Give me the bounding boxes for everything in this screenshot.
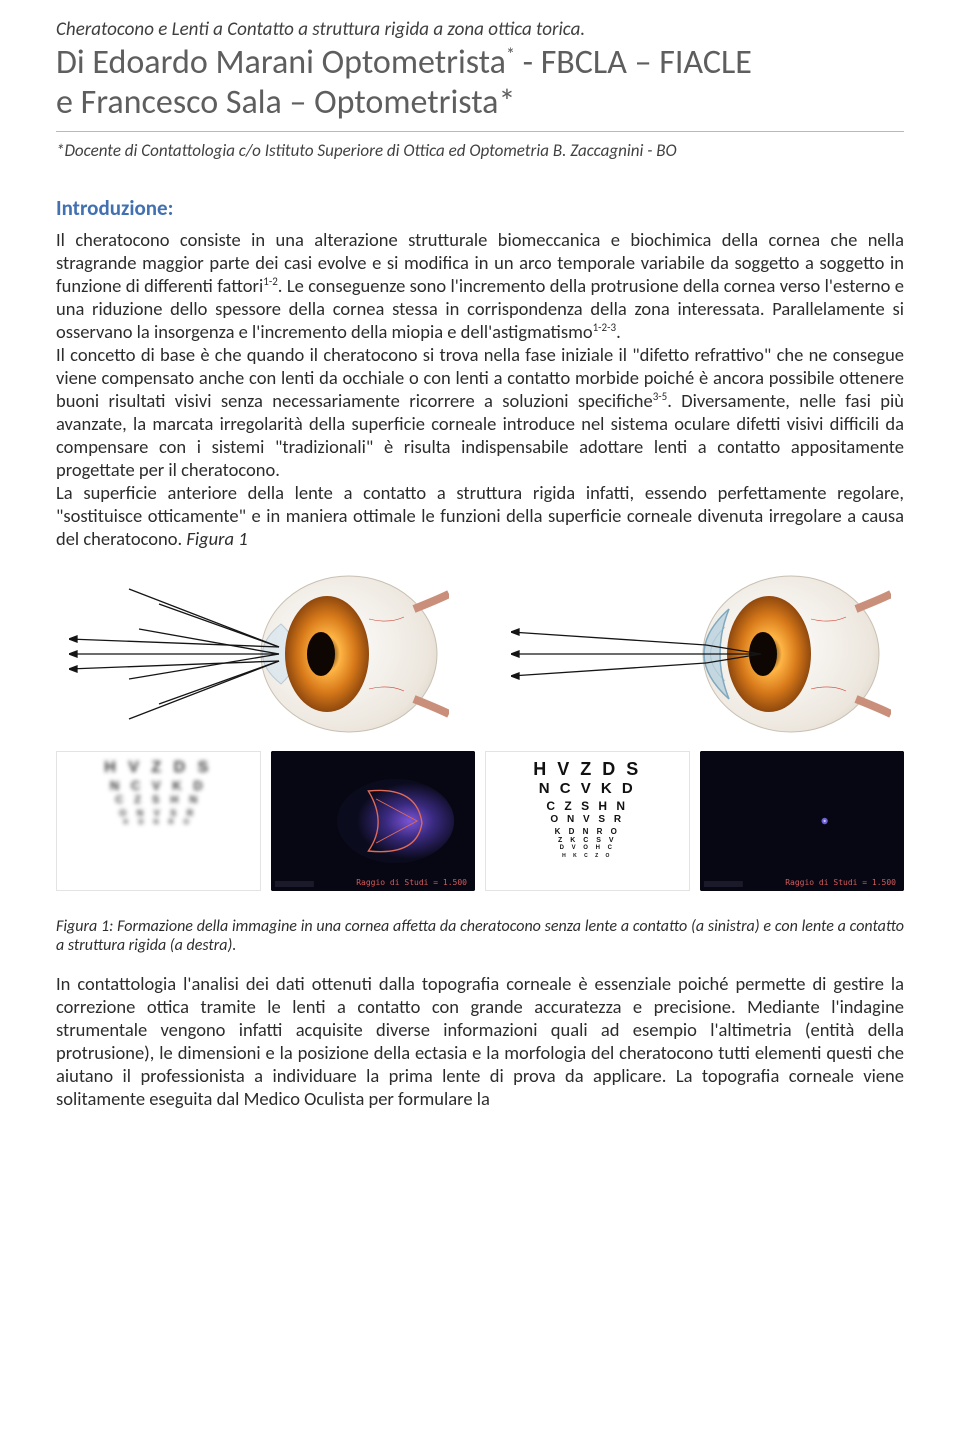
authors-line1: Di Edoardo Marani Optometrista (56, 42, 506, 83)
figure1-chart-row: H V Z D SN C V K DC Z S H NO N V S RK D … (56, 751, 904, 891)
introduction-body: Il cheratocono consiste in una alterazio… (56, 229, 904, 551)
sim-left-tag: Raggio di Studi = 1.500 (356, 878, 467, 887)
authors-line1-suffix: - FBCLA – FIACLE (515, 42, 752, 83)
figure1-caption: Figura 1: Formazione della immagine in u… (56, 917, 904, 955)
eyechart-line: K D N R O (555, 827, 620, 837)
introduction-heading: Introduzione: (56, 195, 904, 221)
simulation-aberrated-panel: Raggio di Studi = 1.500 (271, 751, 476, 891)
eyechart-line: C Z S H N (115, 794, 201, 808)
eye-diagram-with-lens (504, 569, 898, 739)
sim-right-tag: Raggio di Studi = 1.500 (785, 878, 896, 887)
eye-diagram-without-lens (62, 569, 456, 739)
document-pretitle: Cheratocono e Lenti a Contatto a struttu… (56, 18, 904, 41)
figure-reference: Figura 1 (186, 527, 247, 550)
eyechart-sharp-panel: H V Z D SN C V K DC Z S H NO N V S RK D … (485, 751, 690, 891)
eyechart-blurry-panel: H V Z D SN C V K DC Z S H NO N V S RK D … (56, 751, 261, 891)
eyechart-line: H K C Z O (562, 853, 612, 859)
intro-p1c: . (616, 320, 621, 343)
eyechart-line: O N V S R (119, 808, 197, 819)
closing-text: In contattologia l'analisi dei dati otte… (56, 973, 904, 1111)
eyechart-line: H V Z D S (104, 758, 212, 778)
eyechart-line: D V O H C (560, 845, 615, 853)
affiliation-note: *Docente di Contattologia c/o Istituto S… (56, 140, 904, 161)
authors-line2: e Francesco Sala – Optometrista* (56, 82, 515, 123)
eyechart-line: O N V S R (550, 814, 624, 827)
cite-sup-3: 3-5 (653, 390, 668, 403)
intro-p3: La superficie anteriore della lente a co… (56, 481, 904, 550)
closing-paragraph: In contattologia l'analisi dei dati otte… (56, 973, 904, 1111)
eyechart-line: C Z S H N (546, 799, 628, 814)
eyechart-line: K D N R O (124, 819, 193, 828)
simulation-corrected-panel: Raggio di Studi = 1.500 (700, 751, 905, 891)
eyechart-line: H V Z D S (533, 758, 641, 781)
asterisk-superscript: * (506, 44, 515, 66)
page-root: Cheratocono e Lenti a Contatto a struttu… (0, 0, 960, 1150)
eyechart-line: Z K C S V (558, 837, 617, 846)
figure1-eye-row (56, 569, 904, 739)
authors-block: Di Edoardo Marani Optometrista* - FBCLA … (56, 43, 904, 132)
eyechart-line: N C V K D (539, 780, 636, 799)
cite-sup-2: 1-2-3 (593, 321, 616, 334)
cite-sup-1: 1-2 (263, 275, 278, 288)
eyechart-line: N C V K D (110, 778, 207, 794)
